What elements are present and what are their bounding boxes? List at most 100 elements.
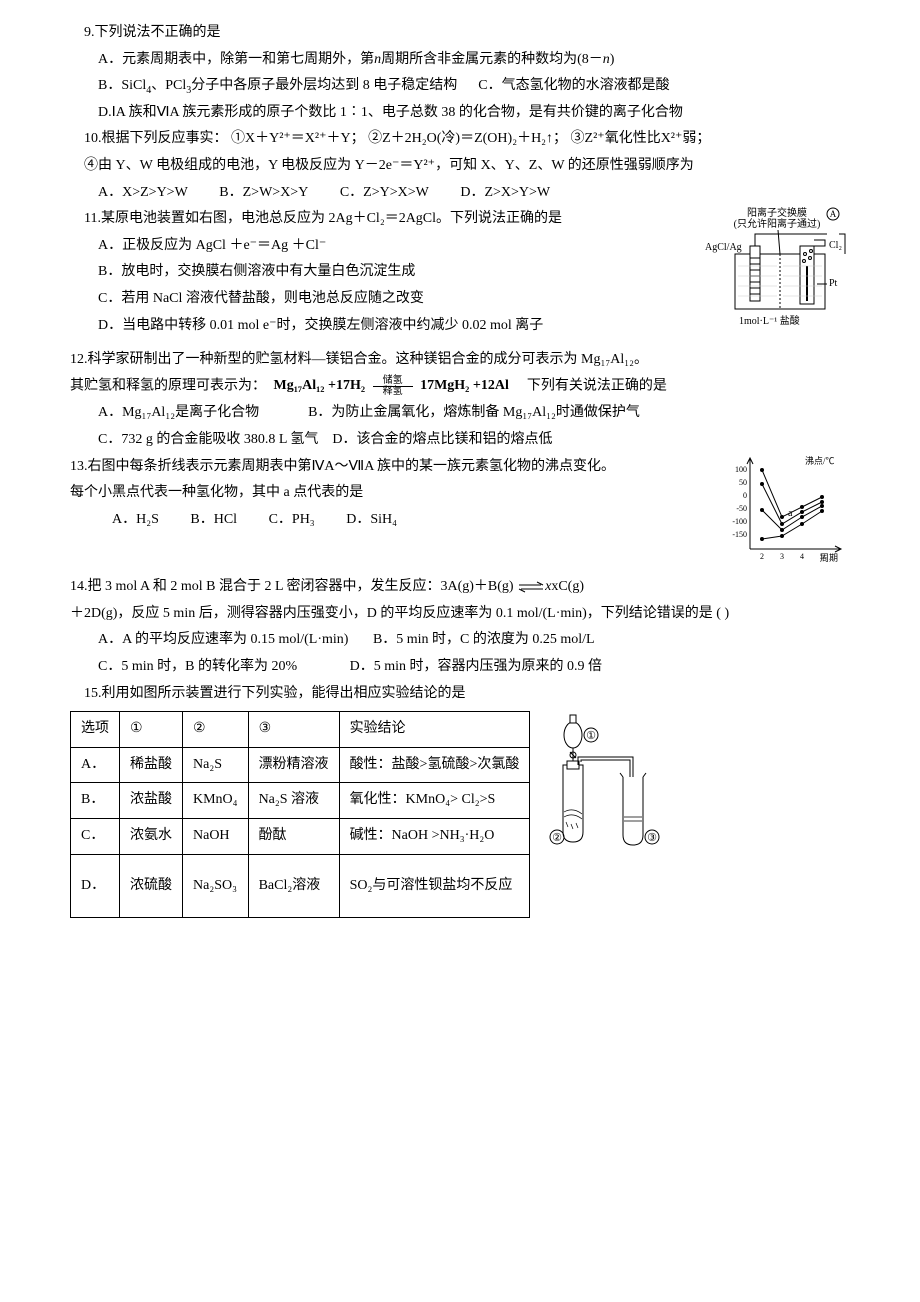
eq-left: Mg₁₇Al₁₂ +17H₂: [274, 378, 366, 393]
cell: 浓硫酸: [120, 854, 183, 918]
fig-label-1: ①: [586, 730, 596, 742]
q14-opt-d: D．5 min 时，容器内压强为原来的 0.9 倍: [350, 659, 602, 674]
fig-label-membrane: 阳离子交换膜: [747, 206, 807, 219]
q12-stem2-post: 下列有关说法正确的是: [527, 379, 667, 394]
xtick-0: 2: [760, 552, 764, 561]
cell: 稀盐酸: [120, 747, 183, 783]
q14-opt-cd: C．5 min 时，B 的转化率为 20% D．5 min 时，容器内压强为原来…: [70, 654, 850, 681]
eq-arrow-icon: 储氢 释氢: [373, 376, 413, 397]
q14-opt-a: A．A 的平均反应速率为 0.15 mol/(L·min): [98, 632, 348, 647]
boiling-point-chart: 沸点/℃ 周期 100 50 0 -50 -100 -150 2 3 4 5 a: [720, 454, 850, 564]
q10-opt-c: C．Z>Y>X>W: [340, 185, 429, 200]
cell: C．: [71, 818, 120, 854]
question-9: 9.下列说法不正确的是 A．元素周期表中，除第一和第七周期外，第 n周期所含非金属…: [70, 20, 850, 126]
table-row: B．浓盐酸KMnO₄Na₂S 溶液氧化性：KMnO₄> Cl₂>S: [71, 783, 530, 819]
q10-options: A．X>Z>Y>W B．Z>W>X>Y C．Z>Y>X>W D．Z>X>Y>W: [70, 180, 850, 207]
q14-opt-ab: A．A 的平均反应速率为 0.15 mol/(L·min) B．5 min 时，…: [70, 627, 850, 654]
xtick-1: 3: [780, 552, 784, 561]
table-row: A．稀盐酸Na₂S漂粉精溶液酸性：盐酸>氢硫酸>次氯酸: [71, 747, 530, 783]
cell: D．: [71, 854, 120, 918]
q12-opt-c: C．732 g 的合金能吸收 380.8 L 氢气: [98, 432, 318, 447]
q9-option-a: A．元素周期表中，除第一和第七周期外，第n周期所含非金属元素的种数均为(8－n): [70, 47, 850, 74]
q9-c: C．气态氢化物的水溶液都是酸: [478, 78, 669, 93]
q12-opt-cd: C．732 g 的合金能吸收 380.8 L 氢气 D．该合金的熔点比镁和铝的熔…: [70, 427, 850, 454]
fig-label-pt: Pt: [829, 278, 838, 289]
cell: NaOH: [183, 818, 249, 854]
q15-figure: ① ② ③: [538, 707, 668, 868]
q12-stem: 12.科学家研制出了一种新型的贮氢材料—镁铝合金。这种镁铝合金的成分可表示为 M…: [70, 347, 850, 374]
q12-opt-ab: A．Mg₁₇Al₁₂是离子化合物 B．为防止金属氧化，熔炼制备 Mg₁₇Al₁₂…: [70, 400, 850, 427]
table-row: D．浓硫酸Na₂SO₃BaCl₂溶液SO₂与可溶性钡盐均不反应: [71, 854, 530, 918]
q14-stem-l1: 14.把 3 mol A 和 2 mol B 混合于 2 L 密闭容器中，发生反…: [70, 574, 850, 601]
ammeter-icon: A: [830, 209, 837, 219]
cell: 浓氨水: [120, 818, 183, 854]
cell: 漂粉精溶液: [248, 747, 339, 783]
q13-figure: 沸点/℃ 周期 100 50 0 -50 -100 -150 2 3 4 5 a: [720, 454, 850, 575]
q12-opt-a: A．Mg₁₇Al₁₂是离子化合物: [98, 405, 259, 420]
ytick-4: -100: [732, 517, 747, 526]
q13-opt-c: C．PH₃: [269, 512, 315, 527]
q14-l1-pre: 14.把 3 mol A 和 2 mol B 混合于 2 L 密闭容器中，发生反…: [70, 579, 517, 594]
cell: SO₂与可溶性钡盐均不反应: [339, 854, 530, 918]
q12-stem2-pre: 其贮氢和释氢的原理可表示为：: [70, 379, 266, 394]
q14-opt-b: B．5 min 时，C 的浓度为 0.25 mol/L: [373, 632, 595, 647]
fig-label-hcl: 1mol·L⁻¹ 盐酸: [739, 314, 800, 327]
cell: 浓盐酸: [120, 783, 183, 819]
th-2: ②: [183, 712, 249, 748]
th-1: ①: [120, 712, 183, 748]
table-header-row: 选项 ① ② ③ 实验结论: [71, 712, 530, 748]
q9-option-d: D.ⅠA 族和ⅥA 族元素形成的原子个数比 1∶1、电子总数 38 的化合物，是…: [70, 100, 850, 127]
chart-point-a: a: [788, 508, 793, 519]
q10-opt-a: A．X>Z>Y>W: [98, 185, 188, 200]
fig-label-agcl: AgCl/Ag: [705, 242, 742, 253]
question-11: 阳离子交换膜 (只允许阳离子通过) A AgCl/Ag C: [70, 206, 850, 347]
battery-cell-diagram: 阳离子交换膜 (只允许阳离子通过) A AgCl/Ag C: [705, 206, 850, 336]
q14-stem-l2: ＋2D(g)，反应 5 min 后，测得容器内压强变小，D 的平均反应速率为 0…: [70, 601, 850, 628]
cell: BaCl₂溶液: [248, 854, 339, 918]
cell: Na₂S: [183, 747, 249, 783]
chart-ylabel: 沸点/℃: [805, 455, 835, 466]
apparatus-diagram: ① ② ③: [538, 707, 668, 857]
cell: KMnO₄: [183, 783, 249, 819]
question-14: 14.把 3 mol A 和 2 mol B 混合于 2 L 密闭容器中，发生反…: [70, 574, 850, 680]
q9-a-var2: n: [603, 52, 610, 67]
question-15: 15.利用如图所示装置进行下列实验，能得出相应实验结论的是 选项 ① ② ③ 实…: [70, 681, 850, 919]
cell: B．: [71, 783, 120, 819]
cell: 氧化性：KMnO₄> Cl₂>S: [339, 783, 530, 819]
equilibrium-arrow-icon: [517, 581, 545, 593]
q9-b2: 、PCl: [151, 78, 186, 93]
ytick-5: -150: [732, 530, 747, 539]
xtick-3: 5: [820, 552, 824, 561]
q9-a-pre: A．元素周期表中，除第一和第七周期外，第: [98, 52, 374, 67]
q13-opt-a: A．H₂S: [112, 512, 159, 527]
q9-b1: B．SiCl: [98, 78, 146, 93]
q10-stem-l2: ④由 Y、W 电极组成的电池，Y 电极反应为 Y－2e⁻＝Y²⁺，可知 X、Y、…: [70, 153, 850, 180]
question-10: 10.根据下列反应事实： ①X＋Y²⁺＝X²⁺＋Y； ②Z＋2H₂O(冷)＝Z(…: [70, 126, 850, 206]
fig-label-2: ②: [552, 832, 562, 844]
fig-label-membrane2: (只允许阳离子通过): [734, 217, 821, 230]
q13-opt-d: D．SiH₄: [346, 512, 397, 527]
q9-a-mid: 周期所含非金属元素的种数均为(8－: [381, 52, 603, 67]
eq-bot: 释氢: [373, 387, 413, 397]
ytick-0: 100: [735, 465, 747, 474]
cell: Na₂S 溶液: [248, 783, 339, 819]
q15-stem: 15.利用如图所示装置进行下列实验，能得出相应实验结论的是: [70, 681, 850, 708]
q12-stem2: 其贮氢和释氢的原理可表示为： Mg₁₇Al₁₂ +17H₂ 储氢 释氢 17Mg…: [70, 373, 850, 400]
cell: 酸性：盐酸>氢硫酸>次氯酸: [339, 747, 530, 783]
cell: 碱性：NaOH >NH₃·H₂O: [339, 818, 530, 854]
q14-l1-post: xC(g): [551, 579, 584, 594]
q9-stem: 9.下列说法不正确的是: [70, 20, 850, 47]
q12-equation: Mg₁₇Al₁₂ +17H₂ 储氢 释氢 17MgH₂ +12Al: [274, 373, 509, 400]
q9-b3: 分子中各原子最外层均达到 8 电子稳定结构: [191, 78, 457, 93]
q14-opt-c: C．5 min 时，B 的转化率为 20%: [98, 659, 297, 674]
eq-top: 储氢: [373, 376, 413, 387]
question-12: 12.科学家研制出了一种新型的贮氢材料—镁铝合金。这种镁铝合金的成分可表示为 M…: [70, 347, 850, 454]
cell: Na₂SO₃: [183, 854, 249, 918]
question-13: 沸点/℃ 周期 100 50 0 -50 -100 -150 2 3 4 5 a: [70, 454, 850, 575]
q15-table: 选项 ① ② ③ 实验结论 A．稀盐酸Na₂S漂粉精溶液酸性：盐酸>氢硫酸>次氯…: [70, 711, 530, 918]
q12-opt-b: B．为防止金属氧化，熔炼制备 Mg₁₇Al₁₂时通做保护气: [308, 405, 640, 420]
q10-opt-d: D．Z>X>Y>W: [460, 185, 550, 200]
fig-label-cl2: Cl₂: [829, 240, 842, 251]
cell: A．: [71, 747, 120, 783]
fig-label-3: ③: [647, 832, 657, 844]
